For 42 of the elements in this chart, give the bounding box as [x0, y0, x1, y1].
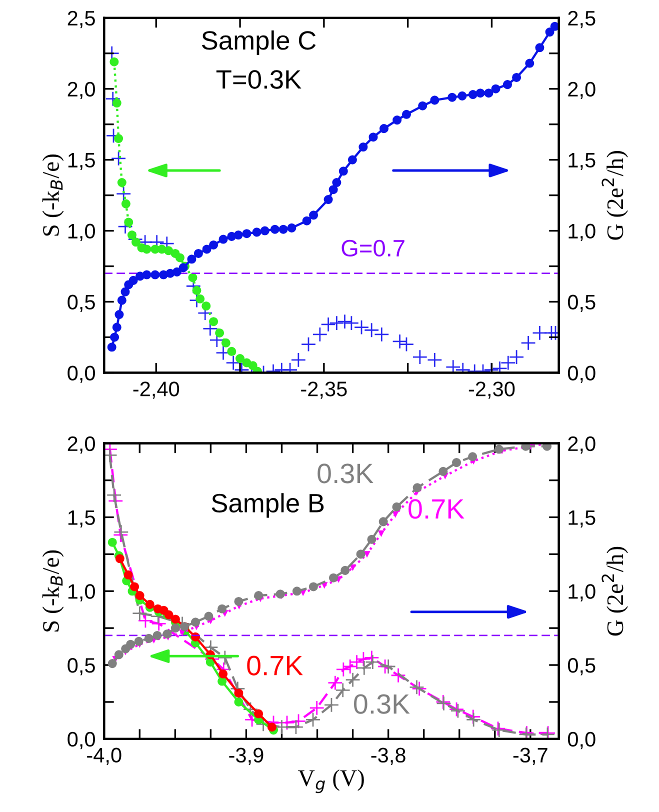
series-label: 0.7K: [408, 499, 464, 519]
y2-tick-label: 1,5: [568, 153, 596, 170]
y2-tick-label: 0,5: [568, 294, 596, 312]
y2-tick-label: 1,5: [568, 510, 596, 528]
x-tick-label: -3,8: [371, 748, 406, 766]
y2-axis-title: G (2e$^{2}$/h): [602, 546, 628, 636]
annotation: Sample B: [212, 493, 324, 518]
y2-tick-label: 0,0: [568, 366, 596, 383]
series-label: 0.3K: [354, 694, 410, 714]
y-tick-label: 0,0: [68, 732, 95, 750]
y2-tick-label: 1,0: [568, 224, 596, 241]
x-tick-label: -2,35: [301, 382, 347, 399]
x-axis-title: V$_{g}$ (V): [298, 769, 364, 794]
y2-tick-label: 1,0: [568, 584, 596, 602]
y2-tick-label: 2,0: [568, 82, 596, 100]
series-label: 0.3K: [318, 464, 374, 484]
y2-tick-label: 0,5: [568, 658, 596, 676]
y2-tick-label: 2,5: [568, 10, 596, 28]
ref-line-label: G=0.7: [342, 240, 404, 257]
y2-axis-title: G (2e$^{2}$/h): [602, 151, 628, 240]
y2-tick-label: 2,0: [568, 436, 596, 454]
y-tick-label: 1,0: [68, 224, 95, 241]
x-tick-label: -3,7: [513, 748, 548, 766]
y-tick-label: 1,0: [68, 584, 95, 602]
y-tick-label: 0,0: [68, 366, 95, 383]
y-tick-label: 1,5: [68, 153, 95, 170]
y-tick-label: 2,0: [68, 82, 95, 100]
x-tick-label: -2,30: [468, 382, 515, 399]
y-tick-label: 2,0: [68, 436, 95, 454]
y2-tick-label: 0,0: [568, 732, 596, 750]
annotation: T=0.3K: [216, 70, 302, 89]
x-tick-label: -4,0: [87, 748, 122, 766]
y-tick-label: 0,5: [68, 294, 95, 312]
x-tick-label: -3,9: [229, 748, 264, 766]
y-axis-title: S (-k$_{B}$/e): [42, 154, 64, 236]
y-tick-label: 0,5: [68, 658, 95, 676]
y-axis-title: S (-k$_{B}$/e): [42, 550, 64, 632]
y-tick-label: 2,5: [68, 10, 95, 28]
series-label: 0.7K: [247, 656, 303, 676]
x-tick-label: -2,40: [133, 382, 180, 399]
annotation: Sample C: [202, 30, 316, 56]
y-tick-label: 1,5: [68, 510, 95, 528]
